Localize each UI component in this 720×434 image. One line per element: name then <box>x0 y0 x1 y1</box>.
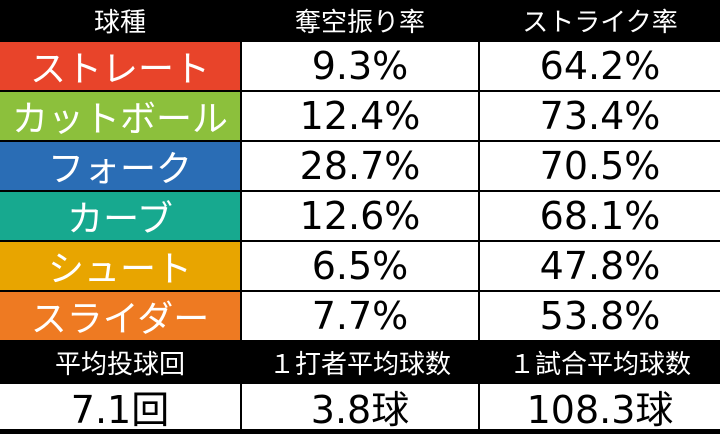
value-cell: 6.5% <box>242 242 478 290</box>
summary-header-cell: 平均投球回 <box>54 349 185 380</box>
summary-value-cell: 3.8球 <box>242 384 478 432</box>
pitch-name: カーブ <box>0 192 240 240</box>
summary-value-cell: 7.1回 <box>0 384 240 432</box>
header-cell: ストライク率 <box>522 7 678 38</box>
value-cell: 9.3% <box>242 42 478 90</box>
value-cell: 47.8% <box>480 242 720 290</box>
summary-header-cell: １打者平均球数 <box>268 349 451 380</box>
pitch-name: スライダー <box>0 292 240 340</box>
value-cell: 68.1% <box>480 192 720 240</box>
header-cell: 球種 <box>93 7 146 38</box>
value-cell: 12.6% <box>242 192 478 240</box>
pitch-name: カットボール <box>0 92 240 140</box>
pitch-name: ストレート <box>0 42 240 90</box>
pitch-name: フォーク <box>0 142 240 190</box>
value-cell: 53.8% <box>480 292 720 340</box>
value-cell: 70.5% <box>480 142 720 190</box>
value-cell: 7.7% <box>242 292 478 340</box>
summary-header-cell: １試合平均球数 <box>508 349 691 380</box>
value-cell: 64.2% <box>480 42 720 90</box>
summary-value-cell: 108.3球 <box>480 384 720 432</box>
value-cell: 73.4% <box>480 92 720 140</box>
value-cell: 28.7% <box>242 142 478 190</box>
value-cell: 12.4% <box>242 92 478 140</box>
pitch-name: シュート <box>0 242 240 290</box>
header-cell: 奪空振り率 <box>294 7 425 38</box>
